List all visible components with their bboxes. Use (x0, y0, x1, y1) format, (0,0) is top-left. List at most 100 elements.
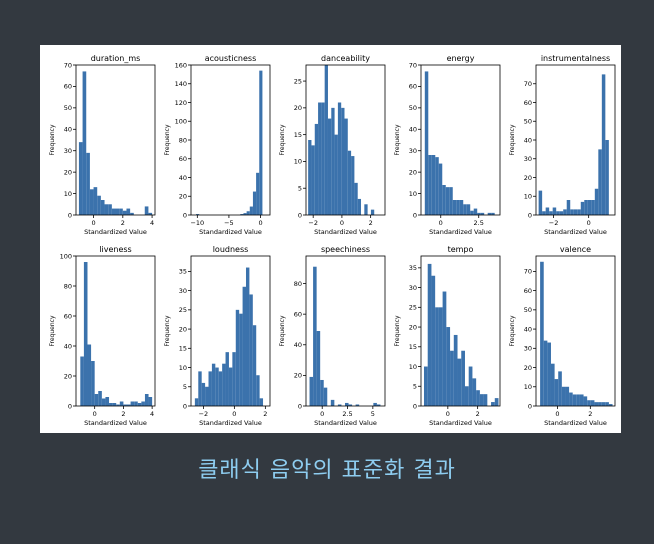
histogram-bar (547, 342, 551, 406)
y-axis-label: Frequency (49, 124, 56, 155)
histogram-bar (122, 210, 127, 215)
y-tick-label: 0 (183, 402, 187, 410)
x-axis-label: Standardized Value (429, 419, 492, 427)
histogram-bar (323, 387, 328, 406)
subplot-title: instrumentalness (541, 54, 610, 63)
histogram-bar (461, 350, 465, 406)
y-tick-label: 140 (175, 80, 187, 88)
histogram-bar (598, 402, 602, 406)
histogram-figure: 0 2 4 0 10 20 30 40 50 60 70 duration_ms Standardize… (40, 45, 621, 433)
y-tick-label: 80 (294, 280, 302, 288)
x-tick-label: 0 (93, 410, 97, 418)
y-tick-label: 20 (179, 325, 187, 333)
plot-frame (75, 255, 156, 407)
histogram-bar (318, 102, 322, 215)
x-tick-label: 0 (258, 219, 262, 227)
y-axis-label: Frequency (509, 124, 516, 155)
x-tick-label: 2.5 (342, 410, 352, 418)
x-tick-label: 2.5 (474, 219, 484, 227)
y-tick-label: 100 (60, 252, 72, 260)
histogram-bar (542, 211, 546, 215)
y-tick-label: 25 (294, 77, 302, 85)
y-tick-label: 15 (409, 343, 417, 351)
histogram-bar (584, 200, 588, 215)
y-tick-label: 10 (524, 193, 532, 201)
histogram-bar (566, 200, 571, 215)
histogram-bar (344, 118, 348, 215)
x-tick-label: 0 (439, 219, 443, 227)
histogram-bar (572, 394, 577, 406)
y-tick-label: 40 (409, 126, 417, 134)
histogram-bar (245, 267, 250, 406)
plot-frame (420, 64, 501, 216)
histogram-bar (459, 200, 464, 215)
y-tick-label: 30 (409, 284, 417, 292)
y-tick-label: 10 (179, 364, 187, 372)
y-tick-label: 5 (183, 383, 187, 391)
x-tick-label: 0 (587, 219, 591, 227)
histogram-bar (249, 206, 253, 215)
histogram-bar (123, 404, 127, 406)
histogram-bar (457, 358, 462, 406)
histogram-bar (576, 394, 580, 406)
histogram-bar (376, 404, 381, 406)
histogram-bar (97, 195, 101, 215)
subplot-title: speechiness (321, 245, 370, 254)
histogram-bar (594, 402, 599, 406)
histogram-bar (463, 204, 467, 215)
histogram-bar (334, 134, 338, 215)
histogram-bar (337, 102, 342, 215)
histogram-bar (466, 204, 471, 215)
histogram-bar (587, 400, 591, 406)
histogram-bar (453, 334, 458, 406)
caption-title: 클래식 음악의 표준화 결과 (198, 458, 456, 483)
histogram-bar (480, 212, 485, 215)
subplot-title: duration_ms (91, 54, 141, 63)
subplot-title: acousticness (205, 54, 257, 63)
histogram-bar (491, 402, 495, 406)
histogram-bar (552, 207, 557, 215)
histogram-bar (558, 371, 562, 406)
y-tick-label: 20 (294, 104, 302, 112)
histogram-bar (232, 352, 236, 406)
x-axis-label: Standardized Value (314, 419, 377, 427)
x-tick-label: 0 (340, 219, 344, 227)
histogram-bar (331, 107, 335, 215)
histogram-bar (259, 70, 263, 216)
y-tick-label: 30 (524, 155, 532, 163)
histogram-bar (311, 145, 315, 215)
histogram-bar (344, 402, 349, 406)
histogram-bar (483, 394, 488, 406)
histogram-bar (109, 403, 113, 406)
histogram-bar (579, 394, 584, 406)
y-tick-label: 20 (64, 168, 72, 176)
histogram-bar (126, 208, 131, 215)
histogram-bar (549, 211, 553, 215)
histogram-bar (115, 208, 120, 215)
histogram-bar (438, 307, 443, 406)
histogram-bar (222, 363, 226, 406)
histogram-bar (314, 123, 319, 215)
y-tick-label: 0 (413, 211, 417, 219)
y-tick-label: 50 (64, 104, 72, 112)
histogram-bar (423, 366, 428, 406)
histogram-bar (477, 212, 481, 215)
histogram-bar (479, 394, 484, 406)
plot-frame (305, 255, 386, 407)
histogram-bar (450, 350, 454, 406)
y-tick-label: 20 (179, 193, 187, 201)
y-tick-label: 0 (298, 402, 302, 410)
y-tick-label: 60 (524, 99, 532, 107)
histogram-bar (208, 371, 212, 406)
y-tick-label: 0 (528, 211, 532, 219)
x-tick-label: 2 (121, 410, 125, 418)
y-tick-label: 15 (294, 131, 302, 139)
y-tick-label: 25 (409, 304, 417, 312)
y-tick-label: 10 (524, 383, 532, 391)
subplot-acousticness: −10 −5 0 0 20 40 60 80 100 120 140 160 acousticness S… (164, 54, 271, 236)
y-tick-label: 100 (175, 118, 187, 126)
